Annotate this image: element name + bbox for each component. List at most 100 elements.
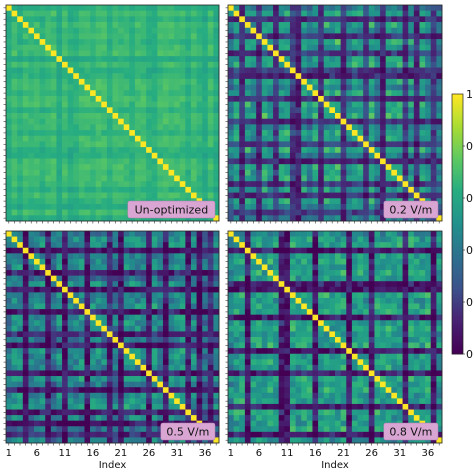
heatmap-cell (146, 342, 153, 349)
heatmap-cell (430, 90, 437, 97)
heatmap-cell (146, 181, 153, 188)
heatmap-cell (233, 90, 240, 97)
heatmap-cell (112, 231, 119, 237)
heatmap-cell (67, 376, 74, 382)
heatmap-cell (140, 215, 147, 222)
heatmap-cell (123, 409, 130, 416)
heatmap-cell (413, 147, 420, 154)
heatmap-cell (413, 215, 420, 222)
heatmap-cell (101, 175, 108, 182)
heatmap-cell (84, 292, 91, 299)
heatmap-cell (385, 236, 392, 243)
heatmap-cell (112, 90, 119, 97)
heatmap-cell (261, 247, 268, 254)
heatmap-cell (112, 175, 119, 182)
heatmap-cell (190, 16, 197, 23)
heatmap-cell (408, 56, 415, 63)
heatmap-cell (84, 314, 91, 321)
heatmap-cell (213, 175, 220, 182)
heatmap-cell (340, 135, 347, 142)
heatmap-cell (289, 5, 296, 12)
heatmap-cell (73, 39, 80, 46)
heatmap-cell (179, 320, 186, 327)
heatmap-cell (413, 67, 420, 74)
heatmap-cell (67, 281, 74, 288)
heatmap-cell (78, 403, 85, 410)
heatmap-cell (50, 209, 57, 216)
heatmap-cell (396, 147, 403, 154)
heatmap-cell (22, 33, 29, 40)
heatmap-cell (67, 27, 74, 34)
heatmap-cell (419, 152, 426, 159)
heatmap-cell (436, 141, 443, 148)
heatmap-cell (335, 231, 341, 237)
heatmap-cell (425, 242, 432, 249)
heatmap-cell (329, 209, 336, 216)
heatmap-cell (273, 258, 280, 265)
heatmap-cell (402, 5, 409, 12)
heatmap-cell (6, 431, 12, 438)
heatmap-cell (351, 242, 358, 249)
heatmap-cell (162, 415, 169, 422)
heatmap-cell (78, 198, 85, 205)
heatmap-cell (185, 39, 192, 46)
heatmap-cell (256, 22, 263, 29)
heatmap-cell (151, 118, 158, 125)
heatmap-cell (256, 78, 263, 85)
heatmap-cell (129, 67, 136, 74)
heatmap-cell (50, 73, 57, 80)
heatmap-cell (289, 101, 296, 108)
heatmap-cell (207, 403, 214, 410)
heatmap-cell (90, 39, 97, 46)
heatmap-cell (67, 181, 74, 188)
heatmap-cell (101, 27, 108, 34)
heatmap-cell (39, 16, 46, 23)
heatmap-cell (34, 398, 40, 405)
heatmap-cell (329, 281, 336, 288)
heatmap-cell (134, 253, 141, 260)
heatmap-cell (67, 90, 74, 97)
heatmap-cell (284, 27, 291, 34)
heatmap-cell (202, 44, 209, 51)
heatmap-cell (289, 33, 296, 40)
heatmap-cell (329, 135, 336, 142)
heatmap-cell (67, 297, 74, 304)
heatmap-cell (430, 5, 437, 12)
heatmap-cell (123, 381, 130, 388)
heatmap-cell (312, 5, 319, 12)
heatmap-cell (62, 275, 69, 282)
heatmap-cell (34, 209, 40, 216)
heatmap-cell (273, 113, 280, 120)
heatmap-cell (213, 258, 220, 265)
heatmap-cell (123, 95, 130, 102)
heatmap-cell (213, 186, 220, 193)
heatmap-cell (73, 61, 80, 68)
heatmap-cell (256, 186, 263, 193)
heatmap-cell (289, 215, 296, 222)
heatmap-cell (118, 242, 125, 249)
heatmap-cell (34, 270, 40, 276)
heatmap-cell (419, 309, 426, 316)
heatmap-cell (335, 297, 341, 304)
heatmap-cell (244, 90, 251, 97)
heatmap-cell (196, 186, 203, 193)
heatmap-cell (202, 56, 209, 63)
heatmap-cell (351, 286, 358, 293)
heatmap-cell (11, 247, 18, 254)
heatmap-cell (436, 270, 443, 276)
heatmap-cell (351, 264, 358, 271)
heatmap-cell (385, 130, 392, 137)
heatmap-cell (301, 152, 308, 159)
heatmap-cell (419, 292, 426, 299)
heatmap-cell (28, 303, 35, 310)
heatmap-cell (380, 198, 387, 205)
heatmap-cell (396, 118, 403, 125)
heatmap-cell (430, 27, 437, 34)
heatmap-cell (202, 264, 209, 271)
heatmap-cell (202, 113, 209, 120)
heatmap-cell (323, 215, 330, 222)
heatmap-cell (284, 247, 291, 254)
heatmap-cell (202, 90, 209, 97)
heatmap-cell (413, 84, 420, 91)
heatmap-cell (228, 198, 234, 205)
